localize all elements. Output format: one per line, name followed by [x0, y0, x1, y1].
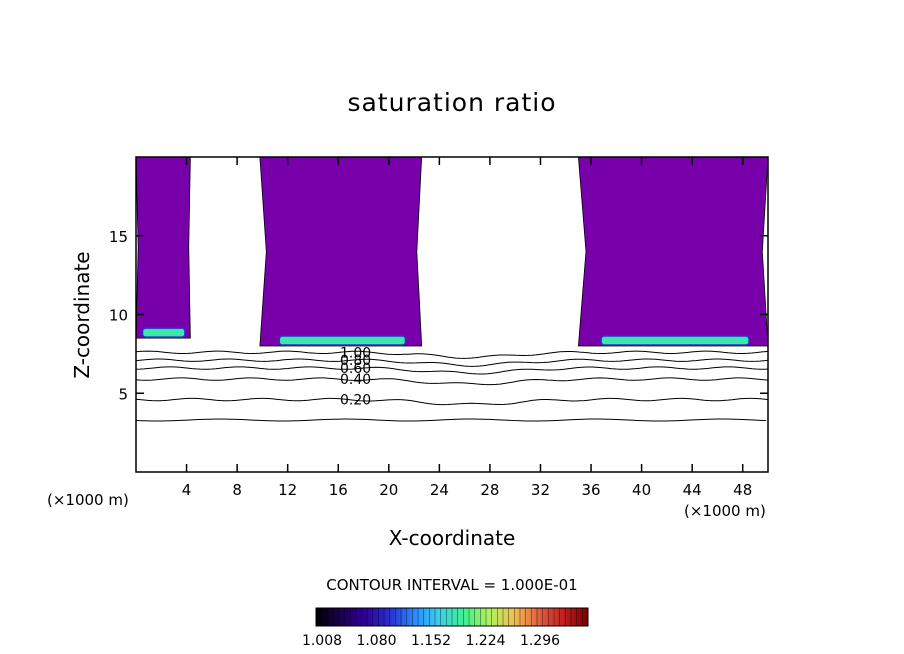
chart-title: saturation ratio — [347, 88, 557, 117]
contour-label-0.20: 0.20 — [340, 393, 371, 409]
x-tick-label: 12 — [278, 481, 297, 499]
contour-line-0.40 — [136, 377, 768, 386]
colorbar-tick-label: 1.296 — [520, 633, 560, 649]
supersaturated-band-1 — [141, 327, 186, 338]
contour-line-0.80 — [136, 358, 768, 367]
saturated-region-2 — [259, 157, 423, 347]
contour-line-0.60 — [136, 366, 768, 375]
supersaturated-band-2 — [278, 335, 407, 346]
x-tick-label: 44 — [683, 481, 702, 499]
x-tick-label: 4 — [182, 481, 192, 499]
contour-line-1.00 — [136, 350, 768, 359]
x-tick-label: 24 — [430, 481, 449, 499]
colorbar-tick-label: 1.152 — [411, 633, 451, 649]
colorbar-tick-label: 1.008 — [302, 633, 342, 649]
contour-label-0.80: 0.80 — [340, 353, 371, 369]
colorbar-tick-label: 1.224 — [465, 633, 505, 649]
x-tick-label: 20 — [379, 481, 398, 499]
contour-label-0.40: 0.40 — [340, 372, 371, 388]
contour-label-1.00: 1.00 — [340, 345, 371, 361]
contour-label-0.60: 0.60 — [340, 361, 371, 377]
x-tick-label: 28 — [480, 481, 499, 499]
x-tick-label: 16 — [329, 481, 348, 499]
y-axis-unit: (×1000 m) — [47, 491, 129, 509]
y-tick-label: 10 — [109, 307, 128, 325]
saturated-region-3 — [577, 157, 768, 347]
saturated-region-1 — [136, 157, 191, 339]
y-tick-label: 15 — [109, 228, 128, 246]
contour-line-0.20 — [136, 397, 768, 406]
x-axis-unit: (×1000 m) — [684, 502, 766, 520]
contour-interval-label: CONTOUR INTERVAL = 1.000E-01 — [326, 576, 578, 594]
x-tick-label: 36 — [581, 481, 600, 499]
x-tick-label: 8 — [232, 481, 242, 499]
y-tick-label: 5 — [118, 385, 128, 403]
x-axis-label: X-coordinate — [388, 526, 516, 550]
x-tick-label: 48 — [733, 481, 752, 499]
x-tick-label: 32 — [531, 481, 550, 499]
supersaturated-band-3 — [600, 335, 750, 346]
contour-line-lower — [136, 418, 767, 422]
colorbar-tick-label: 1.080 — [356, 633, 396, 649]
x-tick-label: 40 — [632, 481, 651, 499]
